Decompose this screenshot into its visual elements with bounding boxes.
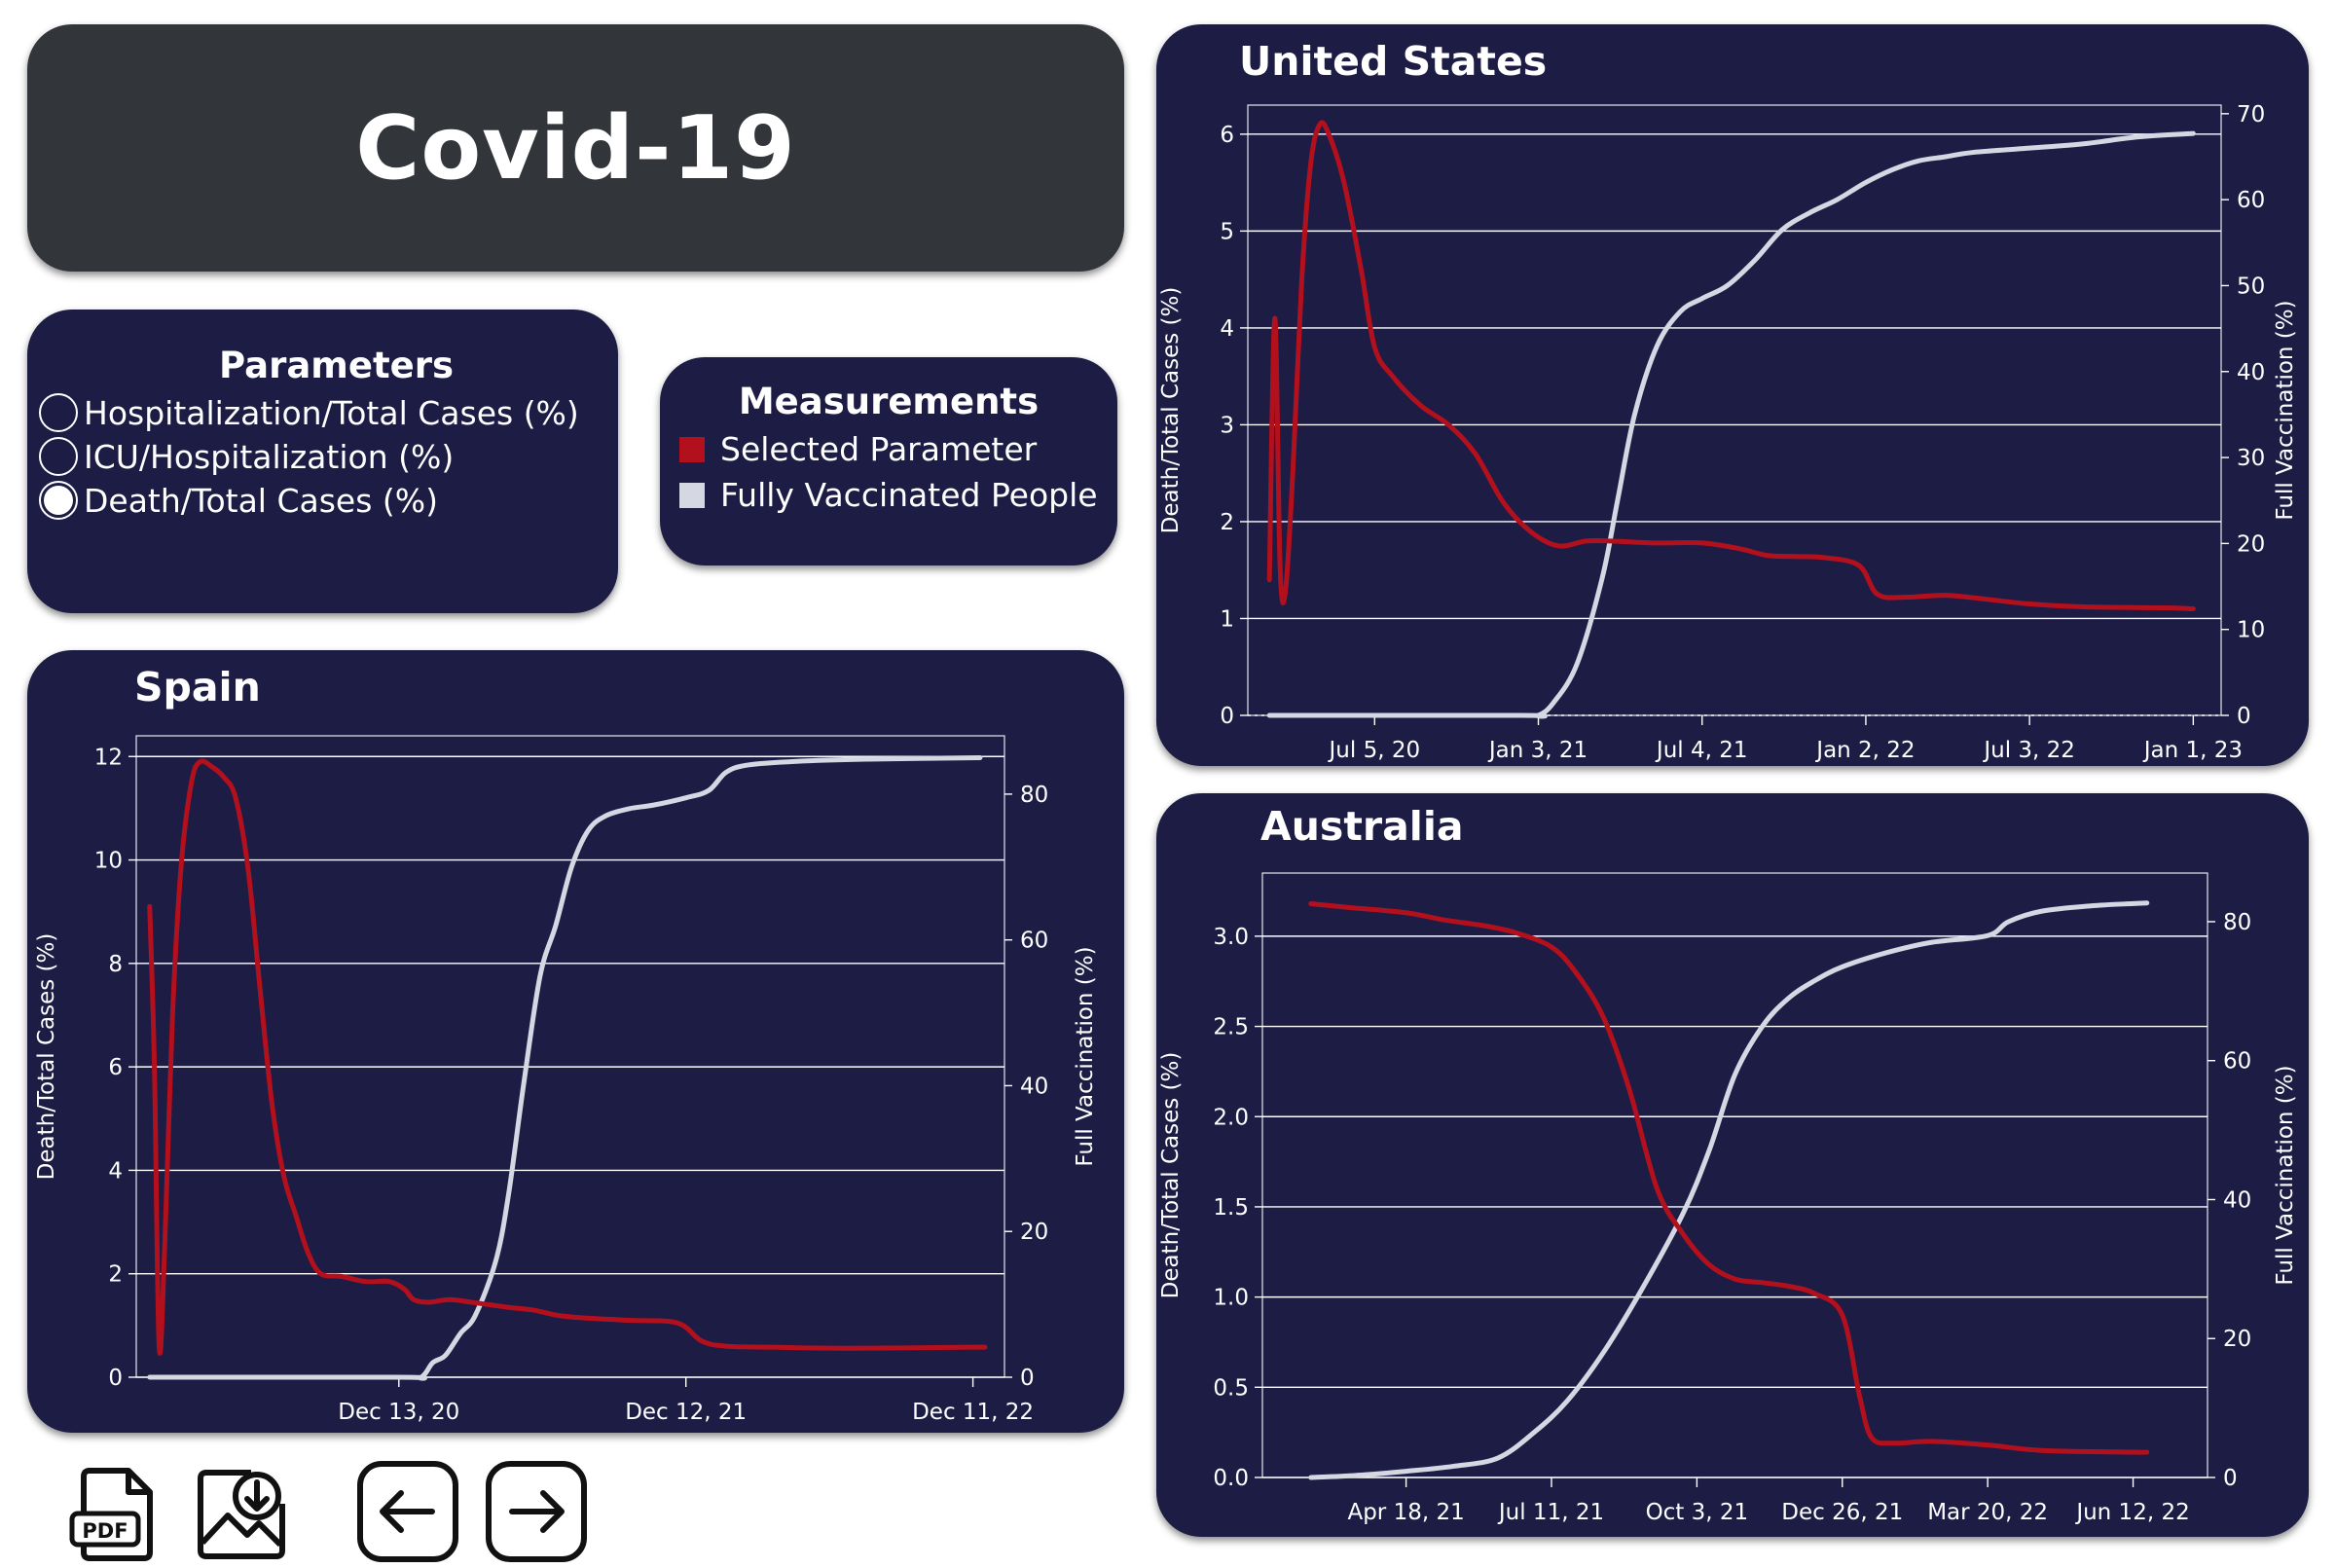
pdf-label: PDF (82, 1519, 128, 1543)
parameter-option-label: ICU/Hospitalization (%) (84, 437, 455, 476)
spain-chart-title: Spain (134, 664, 261, 711)
selected-swatch (679, 436, 705, 462)
parameters-title: Parameters (218, 345, 454, 386)
parameter-option-death[interactable]: Death/Total Cases (%) (39, 481, 438, 520)
parameters-panel: Parameters Hospitalization/Total Cases (… (27, 310, 618, 613)
radio-icu[interactable] (39, 437, 78, 476)
australia-chart-panel: Australia (1156, 793, 2309, 1537)
back-arrow-icon[interactable] (356, 1460, 459, 1568)
parameter-option-hospitalization[interactable]: Hospitalization/Total Cases (%) (39, 393, 579, 432)
dashboard-title: Covid-19 (355, 96, 796, 200)
image-download-icon[interactable] (193, 1465, 290, 1567)
parameter-option-label: Hospitalization/Total Cases (%) (84, 393, 579, 432)
spain-chart-panel: Spain (27, 650, 1124, 1433)
australia-chart-title: Australia (1260, 803, 1464, 850)
legend-label: Fully Vaccinated People (720, 476, 1098, 514)
pdf-download-icon[interactable]: PDF (68, 1465, 162, 1567)
parameter-option-icu[interactable]: ICU/Hospitalization (%) (39, 437, 454, 476)
measurements-title: Measurements (738, 381, 1040, 422)
radio-hospitalization[interactable] (39, 393, 78, 432)
legend-item-selected: Selected Parameter (679, 430, 1037, 468)
radio-death[interactable] (39, 481, 78, 520)
legend-item-vaccinated: Fully Vaccinated People (679, 476, 1098, 514)
us-chart-panel: United States (1156, 24, 2309, 766)
measurements-panel: Measurements Selected Parameter Fully Va… (660, 357, 1117, 565)
us-chart-title: United States (1239, 38, 1548, 85)
forward-arrow-icon[interactable] (485, 1460, 588, 1568)
legend-label: Selected Parameter (720, 430, 1038, 468)
parameter-option-label: Death/Total Cases (%) (84, 481, 439, 520)
title-panel: Covid-19 (27, 24, 1124, 272)
vaccinated-swatch (679, 482, 705, 508)
